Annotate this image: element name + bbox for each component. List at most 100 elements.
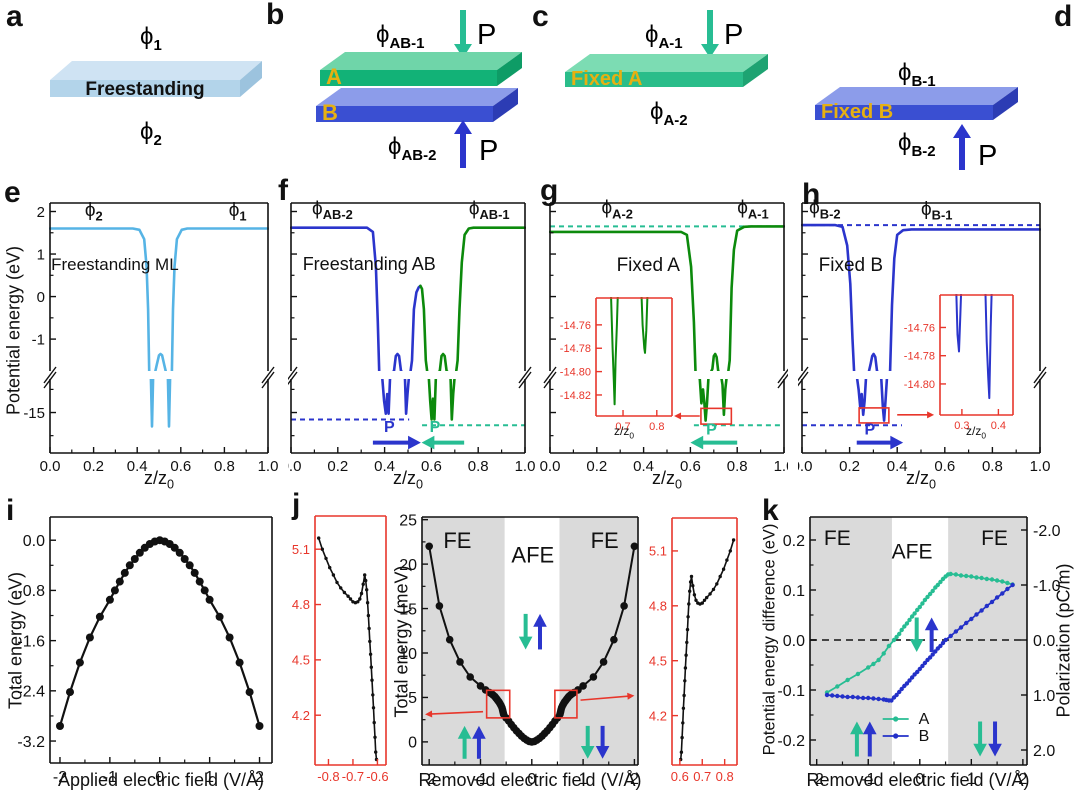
panel-letter-b: b	[266, 0, 285, 31]
j-y-axis-title: Total energy (meV)	[391, 565, 412, 718]
svg-text:0.8: 0.8	[727, 458, 748, 475]
svg-text:0.0: 0.0	[1033, 633, 1055, 650]
svg-text:4.8: 4.8	[292, 597, 310, 612]
svg-text:0: 0	[915, 771, 924, 788]
svg-text:-2.0: -2.0	[1033, 523, 1061, 540]
svg-text:-0.2: -0.2	[777, 733, 805, 750]
svg-text:1.0: 1.0	[1030, 458, 1051, 475]
svg-text:0.8: 0.8	[649, 421, 664, 433]
layer-a-label: A	[326, 64, 342, 89]
svg-text:0.7: 0.7	[693, 769, 711, 784]
svg-text:-14.76: -14.76	[560, 320, 591, 332]
svg-text:0.0: 0.0	[40, 458, 61, 475]
svg-text:A: A	[919, 711, 930, 728]
svg-text:25: 25	[399, 512, 417, 529]
plot-series	[610, 297, 649, 406]
k-right-y-axis-title: Polarization (pC/m)	[1053, 563, 1074, 718]
svg-text:B: B	[919, 728, 930, 745]
k-left-y-axis-title: Potential energy difference (eV)	[760, 523, 779, 756]
svg-text:0.8: 0.8	[716, 769, 734, 784]
slab-freestanding: Freestanding	[50, 61, 262, 100]
phi-a1-label: ϕA-1	[645, 21, 683, 52]
svg-text:0.1: 0.1	[783, 583, 805, 600]
panel-letter-k: k	[762, 494, 779, 527]
slab-fixed-b: Fixed B	[815, 87, 1018, 123]
svg-text:5.1: 5.1	[292, 542, 310, 557]
svg-text:-1: -1	[32, 332, 45, 349]
svg-text:FE: FE	[824, 527, 851, 550]
diagram-ab-bilayer: ϕAB-1 P A B ϕAB-2 P	[316, 10, 522, 168]
polarization-up-arrow-icon	[454, 120, 472, 168]
inset-total-energy-right: 0.6 0.7 0.8 5.1 4.8 4.5 4.2	[649, 517, 738, 784]
svg-text:ϕA-2: ϕA-2	[601, 198, 632, 222]
svg-text:0.2: 0.2	[839, 458, 860, 475]
svg-text:-0.1: -0.1	[777, 683, 805, 700]
svg-text:-2: -2	[422, 771, 436, 788]
panel-letter-f: f	[278, 174, 288, 207]
j-x-axis-title: Removed electric field (V/Å)	[418, 770, 642, 790]
h-x-axis-title: z/z0	[905, 468, 937, 492]
panel-letter-j: j	[292, 488, 301, 521]
slab-fixed-a: Fixed A	[565, 54, 768, 90]
slab-fixed-a-label: Fixed A	[571, 68, 643, 90]
polarization-down-arrow-icon	[701, 10, 719, 58]
svg-text:2.0: 2.0	[1033, 743, 1055, 760]
svg-text:0: 0	[155, 769, 164, 786]
svg-text:0.0: 0.0	[540, 458, 561, 475]
svg-text:0.7: 0.7	[615, 421, 630, 433]
slab-b-layer: B	[316, 88, 518, 125]
plot-series	[317, 536, 379, 762]
panel-letter-a: a	[6, 0, 23, 33]
svg-text:P: P	[864, 422, 875, 439]
svg-text:0.2: 0.2	[586, 458, 607, 475]
svg-text:-14.78: -14.78	[560, 343, 591, 355]
svg-text:0.6: 0.6	[934, 458, 955, 475]
svg-text:0.2: 0.2	[783, 533, 805, 550]
svg-text:0.4: 0.4	[374, 458, 395, 475]
svg-text:-1: -1	[473, 771, 487, 788]
slab-a-layer: A	[320, 52, 522, 89]
svg-text:Freestanding AB: Freestanding AB	[303, 254, 436, 274]
i-y-axis-title: Total energy (eV)	[5, 571, 26, 710]
svg-text:0.8: 0.8	[468, 458, 489, 475]
svg-text:0.2: 0.2	[83, 458, 104, 475]
svg-text:5.1: 5.1	[649, 544, 667, 559]
polarization-down-arrow-icon	[454, 10, 472, 58]
svg-text:0: 0	[527, 771, 536, 788]
layer-b-label: B	[322, 100, 338, 125]
p-label: P	[978, 140, 997, 172]
svg-text:Freestanding ML: Freestanding ML	[51, 255, 179, 274]
svg-text:0.2: 0.2	[327, 458, 348, 475]
svg-text:-1: -1	[103, 769, 117, 786]
phi-ab1-label: ϕAB-1	[376, 21, 424, 52]
plot-series	[679, 538, 736, 762]
svg-text:-14.76: -14.76	[904, 322, 935, 334]
svg-text:1.0: 1.0	[774, 458, 788, 475]
svg-text:5: 5	[408, 690, 417, 707]
svg-text:0.8: 0.8	[214, 458, 235, 475]
panel-letter-h: h	[802, 178, 821, 211]
svg-text:0.6: 0.6	[170, 458, 191, 475]
k-x-axis-title: Removed electric field (V/Å)	[806, 770, 1030, 790]
svg-text:-1.6: -1.6	[17, 633, 45, 650]
svg-text:FE: FE	[443, 528, 471, 553]
svg-text:-1.0: -1.0	[1033, 578, 1061, 595]
svg-text:1: 1	[579, 771, 588, 788]
p-bottom-label: P	[479, 135, 498, 167]
svg-text:0.4: 0.4	[887, 458, 908, 475]
panel-letter-i: i	[6, 494, 15, 527]
svg-text:-14.82: -14.82	[560, 390, 591, 402]
p-top-label: P	[477, 19, 496, 51]
svg-text:ϕA-1: ϕA-1	[737, 198, 768, 222]
svg-text:-2: -2	[810, 771, 824, 788]
phi-b2-label: ϕB-2	[898, 129, 936, 160]
svg-text:1.0: 1.0	[258, 458, 279, 475]
svg-text:20: 20	[399, 557, 417, 574]
panel-letter-g: g	[540, 174, 559, 207]
svg-text:0.0: 0.0	[23, 533, 45, 550]
i-x-axis-title: Applied electric field (V/Å)	[57, 770, 265, 790]
svg-text:10: 10	[399, 646, 417, 663]
e-y-axis-title: Potential energy (eV)	[3, 245, 24, 416]
svg-text:0.8: 0.8	[982, 458, 1003, 475]
